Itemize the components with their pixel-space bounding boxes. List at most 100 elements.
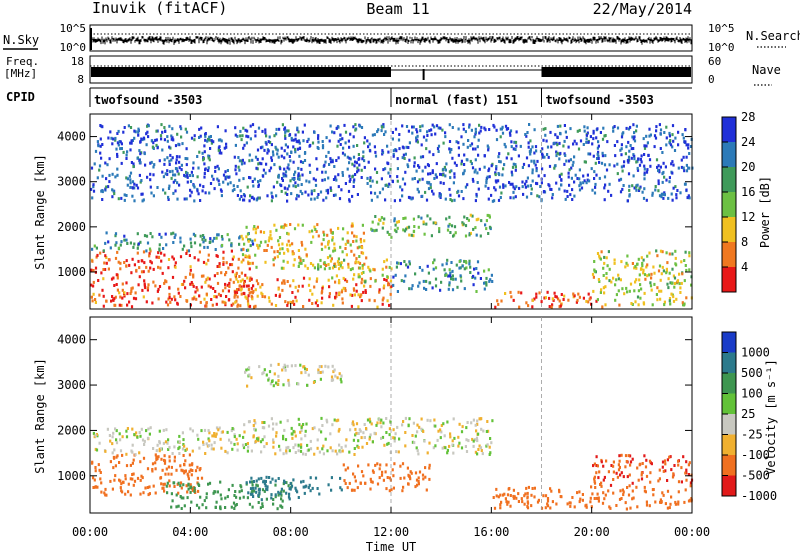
velocity-cell xyxy=(238,496,242,500)
velocity-cell xyxy=(385,431,388,434)
velocity-cell xyxy=(451,443,454,447)
velocity-cell xyxy=(579,497,582,501)
velocity-cell xyxy=(285,481,288,485)
power-cell xyxy=(404,152,407,156)
velocity-cell xyxy=(380,418,383,422)
power-cell xyxy=(352,135,355,139)
velocity-cell xyxy=(175,468,178,472)
velocity-cell xyxy=(275,434,278,438)
power-cell xyxy=(130,141,133,145)
velocity-cell xyxy=(242,446,246,450)
power-cell xyxy=(341,171,344,174)
power-cell xyxy=(145,234,149,238)
power-cell xyxy=(172,180,175,184)
power-cell xyxy=(490,164,493,168)
power-cell xyxy=(280,266,283,270)
power-cell xyxy=(425,279,428,283)
power-cell xyxy=(394,223,397,227)
power-cell xyxy=(244,128,247,132)
power-cell xyxy=(417,215,420,219)
power-cell xyxy=(149,178,152,182)
power-cell xyxy=(175,161,178,165)
power-cell xyxy=(286,243,289,247)
power-cell xyxy=(192,166,195,170)
power-cell xyxy=(172,257,175,261)
velocity-cell xyxy=(415,478,419,482)
power-cell xyxy=(163,253,166,257)
power-cell xyxy=(205,292,208,296)
power-cell xyxy=(203,175,206,179)
power-cell xyxy=(405,125,409,128)
power-cell xyxy=(390,284,393,288)
velocity-swatch xyxy=(722,475,736,496)
power-cell xyxy=(292,299,295,303)
power-cell xyxy=(177,172,180,176)
power-cell xyxy=(474,168,477,172)
power-cell xyxy=(148,252,151,256)
power-cell xyxy=(296,147,299,151)
power-cell xyxy=(299,257,302,261)
power-cell xyxy=(471,214,474,218)
power-cell xyxy=(668,134,671,138)
power-cell xyxy=(116,155,119,158)
velocity-cell xyxy=(486,420,489,423)
power-cell xyxy=(278,294,281,298)
power-cell xyxy=(149,185,152,189)
power-cell xyxy=(321,144,325,148)
power-cell xyxy=(250,196,253,200)
velocity-swatch xyxy=(722,352,736,373)
power-cell xyxy=(363,165,366,169)
power-cell xyxy=(642,268,645,272)
power-cell xyxy=(274,293,277,297)
power-cell xyxy=(602,266,605,270)
power-cell xyxy=(226,169,229,172)
power-cell xyxy=(299,189,302,193)
power-cell xyxy=(202,240,205,244)
velocity-cell xyxy=(311,427,314,431)
power-cell xyxy=(351,194,354,198)
power-cell xyxy=(594,161,597,165)
power-cell xyxy=(358,124,362,128)
power-cell xyxy=(638,163,642,167)
power-cell xyxy=(419,125,422,129)
power-cell xyxy=(152,280,155,284)
power-cell xyxy=(107,267,110,271)
velocity-cell xyxy=(365,427,368,430)
power-cell xyxy=(163,126,166,129)
velocity-cell xyxy=(125,429,128,433)
power-cell xyxy=(470,162,473,166)
velocity-cell xyxy=(479,446,483,450)
power-cell xyxy=(122,150,125,154)
velocity-cell xyxy=(105,493,108,497)
velocity-cell xyxy=(177,440,180,444)
power-cell xyxy=(163,281,166,285)
power-cell xyxy=(123,193,126,197)
power-cell xyxy=(524,182,527,186)
velocity-cell xyxy=(279,492,282,496)
velocity-cell xyxy=(488,445,491,449)
power-cell xyxy=(225,295,228,298)
velocity-cell xyxy=(414,434,417,438)
power-cell xyxy=(146,286,150,290)
power-cell xyxy=(387,150,390,154)
power-cell xyxy=(477,153,480,157)
power-cell xyxy=(237,288,240,292)
power-cell xyxy=(360,281,363,285)
velocity-cell xyxy=(384,470,387,474)
velocity-cell xyxy=(495,487,498,491)
velocity-cell xyxy=(637,478,640,482)
velocity-cell xyxy=(203,499,206,503)
power-cell xyxy=(287,163,290,167)
power-cell xyxy=(426,130,429,134)
velocity-cell xyxy=(161,468,164,472)
power-cell xyxy=(630,302,633,305)
power-cell xyxy=(663,175,666,179)
power-cell xyxy=(474,226,477,230)
power-cell xyxy=(641,261,644,265)
power-cell xyxy=(327,176,330,180)
velocity-cell xyxy=(200,476,204,480)
power-cell xyxy=(199,300,202,304)
power-cell xyxy=(234,168,237,172)
velocity-cell xyxy=(148,492,151,496)
time-tick-label: 16:00 xyxy=(473,525,509,539)
